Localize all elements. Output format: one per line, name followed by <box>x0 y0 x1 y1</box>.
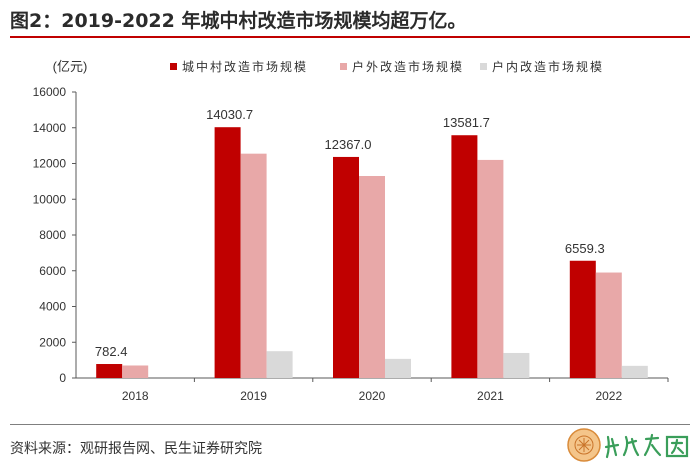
y-tick-label: 14000 <box>33 121 67 135</box>
bar-1 <box>96 364 123 378</box>
title-rule <box>10 36 690 38</box>
bar-chart: (亿元) 城中村改造市场规模 户外改造市场规模 户内改造市场规模 0 2000 4000 60… <box>33 59 669 403</box>
bar-3 <box>503 352 530 378</box>
legend-label: 户内改造市场规模 <box>492 59 604 74</box>
y-tick-label: 12000 <box>33 157 67 171</box>
y-tick-label: 8000 <box>39 228 66 242</box>
y-tick-label: 6000 <box>39 264 66 278</box>
x-tick-label: 2020 <box>359 389 386 403</box>
legend-swatch <box>340 63 347 70</box>
y-tick-label: 0 <box>59 371 66 385</box>
bar-2 <box>240 153 267 378</box>
bar-3 <box>266 351 293 378</box>
figure-title: 图2：2019-2022 年城中村改造市场规模均超万亿。 <box>10 10 467 32</box>
data-label: 14030.7 <box>206 107 253 122</box>
bar-2 <box>477 159 504 378</box>
data-label: 6559.3 <box>565 241 605 256</box>
legend-label: 城中村改造市场规模 <box>182 59 308 74</box>
y-axis-unit: (亿元) <box>53 59 88 74</box>
logo-seal-mark <box>577 438 591 452</box>
bar-1 <box>214 127 241 379</box>
bar-1 <box>333 156 359 378</box>
source-note: 资料来源：观研报告网、民生证券研究院 <box>10 441 262 457</box>
bar-3 <box>385 358 411 378</box>
footer-rule <box>10 424 690 425</box>
x-tick-label: 2018 <box>122 389 149 403</box>
logo-script <box>604 433 689 459</box>
publisher-logo <box>567 428 689 462</box>
y-tick-label: 16000 <box>33 85 67 99</box>
legend-swatch <box>170 63 177 70</box>
x-tick-label: 2021 <box>477 389 504 403</box>
y-tick-label: 4000 <box>39 300 66 314</box>
bar-1 <box>569 260 596 378</box>
bar-2 <box>595 272 622 378</box>
data-label: 782.4 <box>95 344 128 359</box>
data-label: 12367.0 <box>325 137 372 152</box>
y-tick-label: 10000 <box>33 192 67 206</box>
bar-2 <box>359 176 385 378</box>
legend-label: 户外改造市场规模 <box>352 59 464 74</box>
bar-3 <box>621 365 648 378</box>
data-label: 13581.7 <box>443 115 490 130</box>
logo-seal-inner <box>574 435 594 455</box>
x-tick-label: 2019 <box>240 389 267 403</box>
bar-1 <box>451 135 478 378</box>
legend-swatch <box>480 63 487 70</box>
bar-2 <box>122 365 149 378</box>
x-tick-label: 2022 <box>595 389 622 403</box>
y-tick-label: 2000 <box>39 335 66 349</box>
